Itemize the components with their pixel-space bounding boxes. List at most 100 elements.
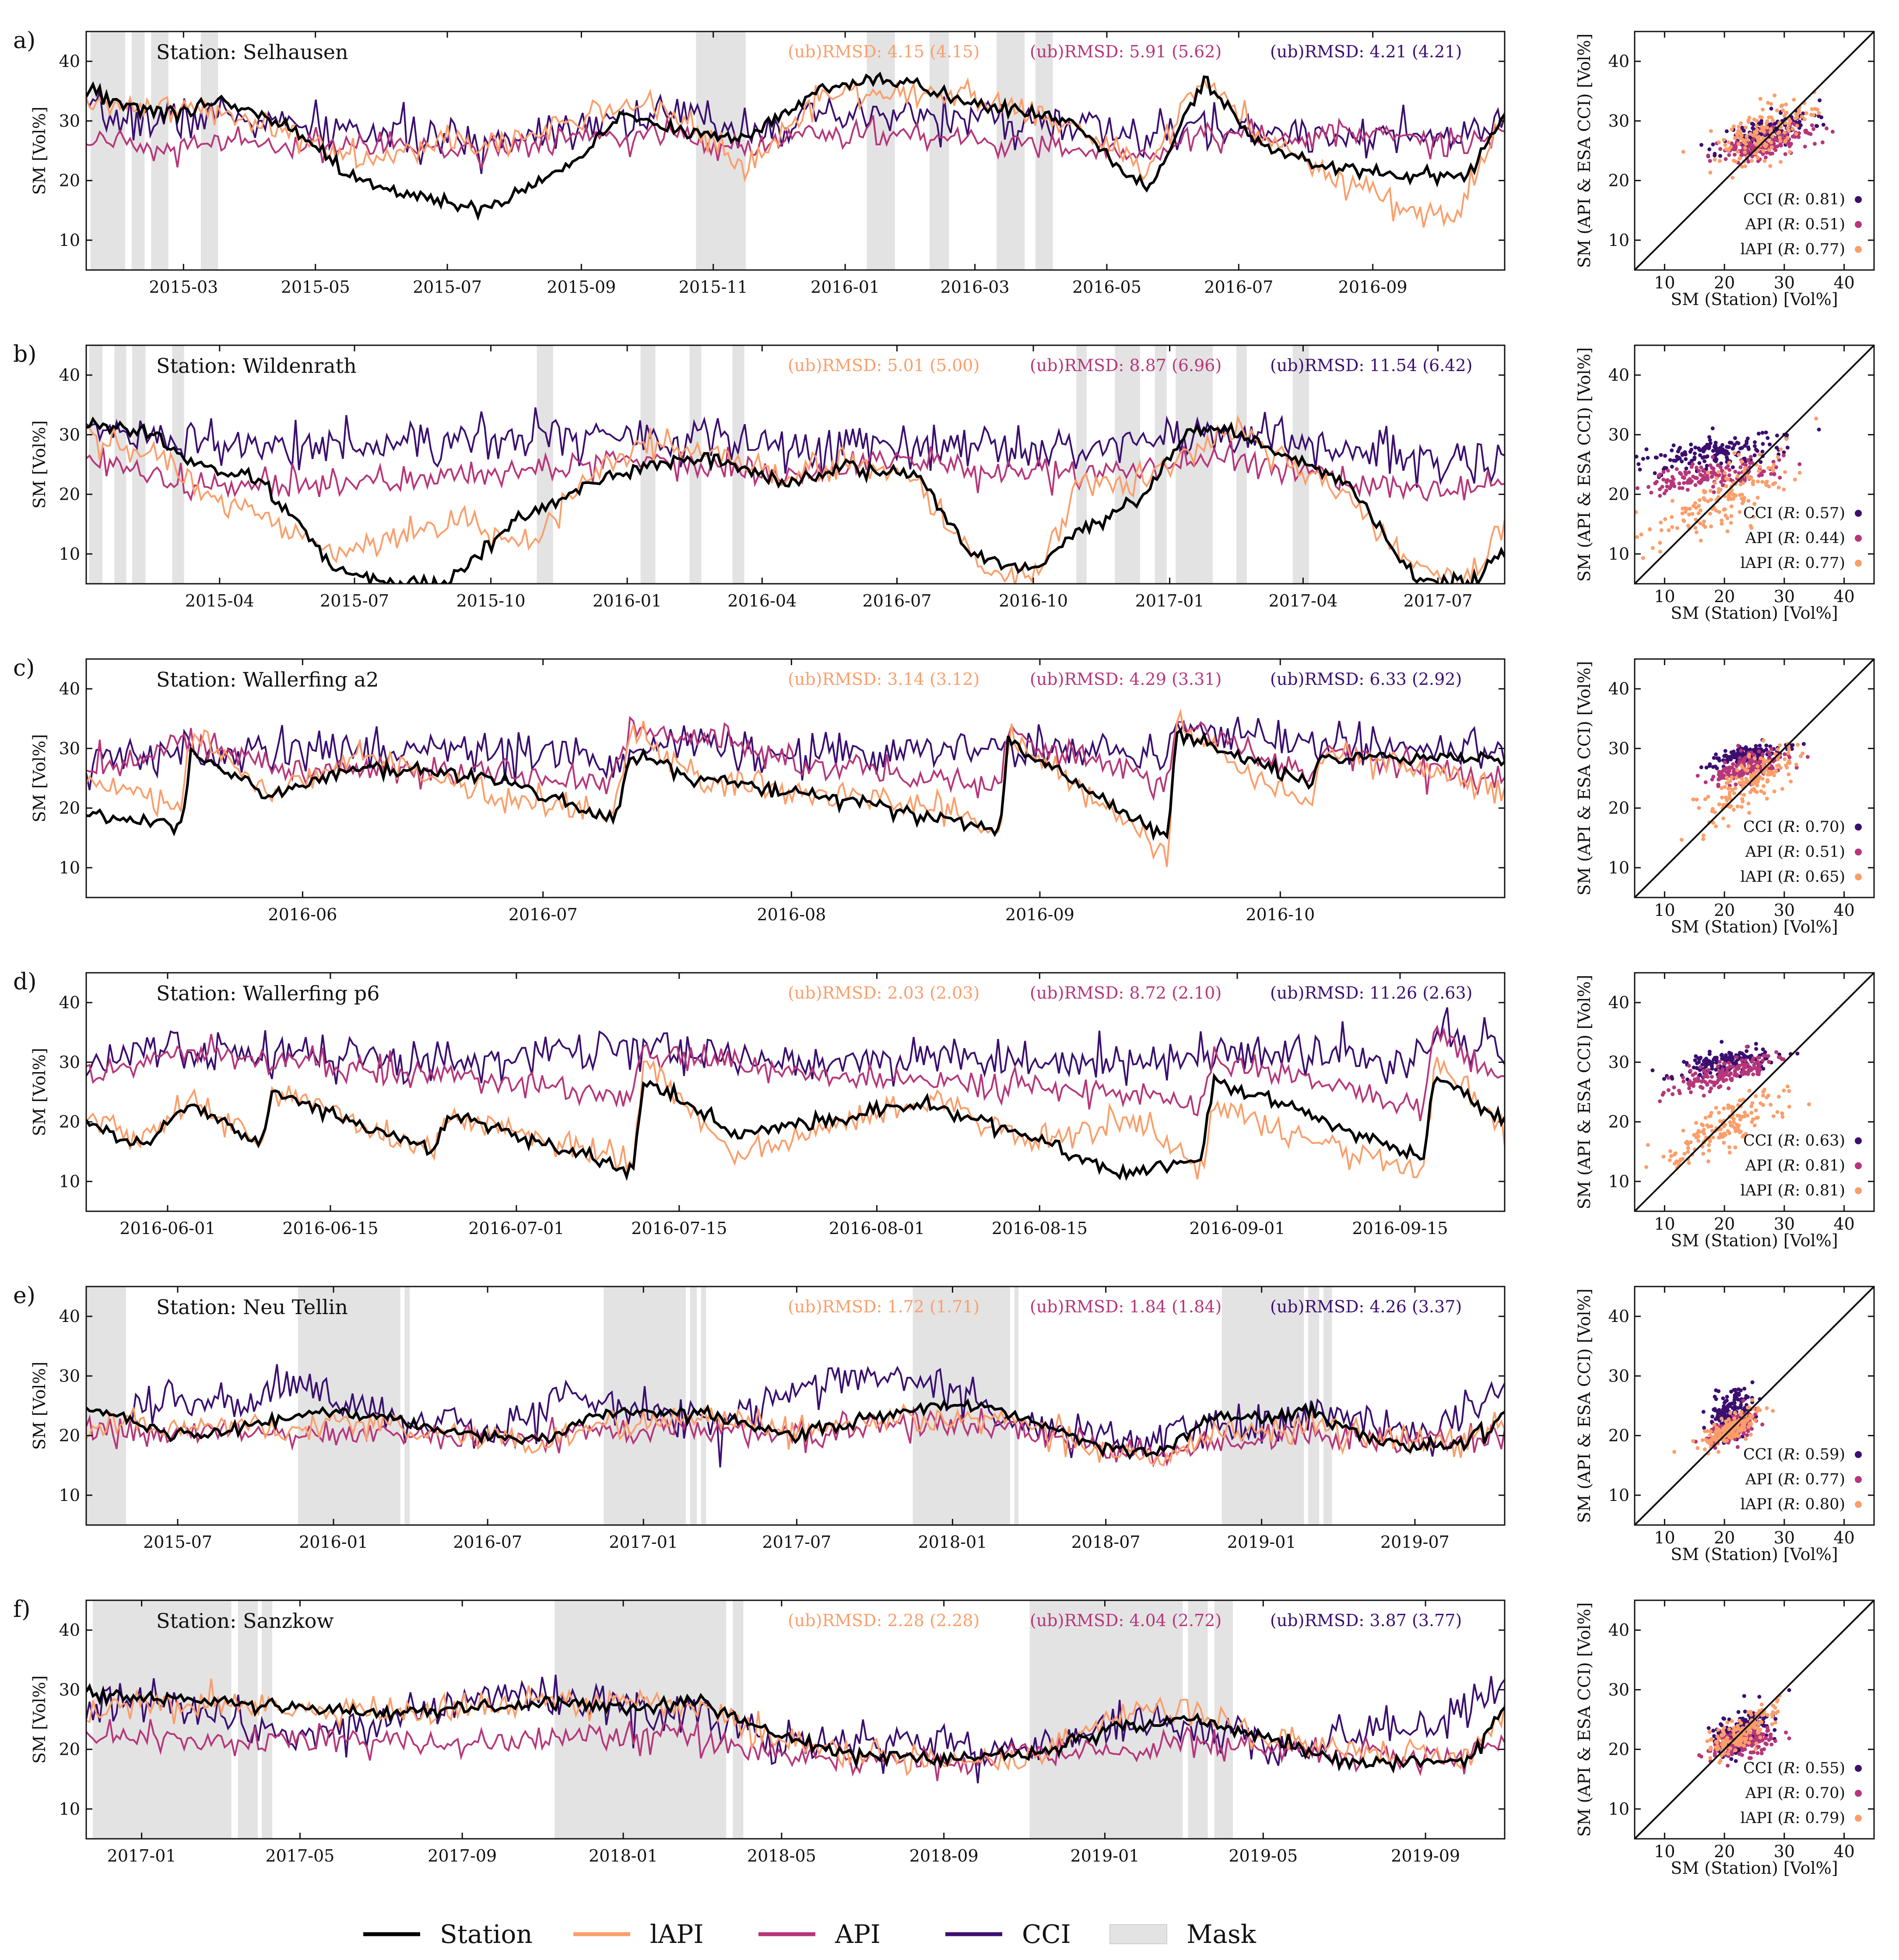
scatter-legend-r-label: (	[1773, 191, 1783, 208]
scatter-point-api	[1711, 484, 1715, 489]
axes-frame	[85, 972, 1506, 1212]
scatter-point-lapi	[1750, 1101, 1755, 1105]
scatter-point-cci	[1753, 440, 1757, 444]
scatter-point-cci	[1736, 1710, 1741, 1714]
scatter-point-lapi	[1718, 487, 1723, 492]
x-tick-label: 2016-07-01	[468, 1219, 564, 1238]
scatter-point-lapi	[1765, 480, 1769, 484]
scatter-point-lapi	[1728, 1120, 1732, 1124]
mask-span	[261, 1600, 273, 1839]
y-tick-label: 20	[59, 171, 80, 190]
scatter-point-lapi	[1756, 1722, 1761, 1727]
rmsd-api: (ub)RMSD: 4.29 (3.31)	[1030, 670, 1222, 689]
scatter-legend-r-value: : 0.57)	[1795, 505, 1845, 522]
scatter-point-lapi	[1675, 526, 1679, 530]
scatter-point-lapi	[1742, 1427, 1747, 1432]
scatter-point-lapi	[1711, 820, 1715, 825]
scatter-point-api	[1776, 1055, 1781, 1059]
scatter-point-lapi	[1735, 474, 1740, 478]
scatter-point-lapi	[1747, 810, 1752, 815]
scatter-point-lapi	[1794, 762, 1798, 767]
scatter-point-cci	[1701, 449, 1706, 454]
x-tick-label: 2016-07	[863, 591, 932, 610]
scatter-point-lapi	[1802, 117, 1807, 122]
scatter-point-lapi	[1713, 158, 1717, 162]
scatter-point-lapi	[1694, 505, 1699, 510]
scatter-point-lapi	[1734, 493, 1738, 498]
scatter-point-cci	[1711, 449, 1715, 453]
scatter-point-lapi	[1765, 119, 1769, 123]
scatter-y-tick-label: 30	[1608, 1366, 1629, 1385]
scatter-legend-r-value: : 0.79)	[1795, 1809, 1845, 1827]
scatter-point-lapi	[1714, 476, 1719, 480]
scatter-point-api	[1687, 1086, 1691, 1090]
scatter-point-lapi	[1797, 109, 1801, 113]
scatter-point-lapi	[1663, 517, 1667, 521]
x-tick-label: 2018-07	[1071, 1532, 1141, 1552]
scatter-point-lapi	[1731, 175, 1734, 180]
scatter-frame	[1634, 1599, 1875, 1840]
mask-span	[867, 32, 895, 270]
scatter-point-api	[1658, 487, 1662, 491]
scatter-point-cci	[1775, 433, 1779, 438]
scatter-point-cci	[1725, 445, 1729, 449]
y-tick-label: 10	[59, 544, 80, 564]
scatter-legend-name: lAPI	[1740, 868, 1773, 886]
scatter-point-api	[1667, 486, 1672, 491]
panel-letter: f)	[13, 1596, 31, 1623]
scatter-y-axis-label: SM (API & ESA CCI) [Vol%]	[1575, 34, 1594, 268]
scatter-point-api	[1727, 1061, 1731, 1065]
scatter-point-cci	[1663, 454, 1667, 458]
scatter-point-lapi	[1765, 796, 1769, 801]
scatter-point-cci	[1729, 1757, 1734, 1761]
scatter-point-lapi	[1730, 775, 1734, 779]
scatter-x-tick-label: 30	[1774, 1214, 1795, 1234]
scatter-legend-name: lAPI	[1740, 241, 1773, 258]
scatter-point-lapi	[1776, 131, 1780, 136]
rmsd-lapi: (ub)RMSD: 2.03 (2.03)	[788, 983, 979, 1003]
scatter-point-lapi	[1762, 760, 1766, 764]
scatter-point-cci	[1757, 1695, 1762, 1699]
x-tick-label: 2016-10	[1246, 905, 1315, 924]
scatter-point-cci	[1704, 466, 1709, 471]
rmsd-cci: (ub)RMSD: 11.54 (6.42)	[1270, 356, 1472, 375]
scatter-point-lapi	[1771, 1409, 1775, 1413]
scatter-point-cci	[1714, 1397, 1718, 1401]
scatter-point-cci	[1721, 1396, 1725, 1400]
scatter-point-cci	[1723, 749, 1727, 753]
scatter-point-lapi	[1800, 115, 1804, 119]
scatter-point-api	[1693, 476, 1697, 480]
scatter-frame	[1634, 1286, 1875, 1526]
scatter-point-lapi	[1701, 837, 1706, 841]
scatter-legend-name: CCI	[1743, 505, 1773, 522]
scatter-point-lapi	[1730, 1124, 1734, 1128]
x-tick-label: 2016-06-01	[119, 1219, 215, 1238]
x-tick-label: 2015-05	[281, 277, 350, 297]
scatter-point-cci	[1741, 752, 1746, 756]
scatter-point-cci	[1790, 747, 1794, 751]
scatter-point-lapi	[1703, 1115, 1708, 1120]
scatter-point-cci	[1742, 129, 1746, 133]
station-title: Station: Wallerfing p6	[156, 982, 380, 1005]
scatter-legend-r-label: (	[1773, 1182, 1783, 1199]
scatter-point-lapi	[1688, 506, 1692, 511]
scatter-y-tick-label: 10	[1608, 858, 1629, 877]
scatter-point-lapi	[1694, 1121, 1698, 1125]
scatter-point-api	[1708, 159, 1712, 163]
scatter-point-api	[1745, 1045, 1749, 1049]
scatter-point-cci	[1725, 449, 1729, 454]
mask-span	[93, 1600, 232, 1839]
scatter-point-lapi	[1778, 139, 1783, 143]
scatter-point-lapi	[1817, 111, 1821, 115]
scatter-point-lapi	[1761, 1094, 1765, 1098]
scatter-x-tick-label: 10	[1654, 1528, 1675, 1547]
scatter-point-lapi	[1743, 1740, 1748, 1744]
scatter-point-lapi	[1738, 156, 1742, 160]
scatter-point-lapi	[1784, 437, 1789, 441]
scatter-point-lapi	[1788, 119, 1793, 123]
scatter-points	[1644, 1040, 1811, 1170]
scatter-point-api	[1718, 1084, 1723, 1088]
scatter-legend-r-label: (	[1773, 1809, 1783, 1827]
scatter-point-cci	[1782, 450, 1786, 455]
scatter-point-lapi	[1735, 1742, 1739, 1746]
